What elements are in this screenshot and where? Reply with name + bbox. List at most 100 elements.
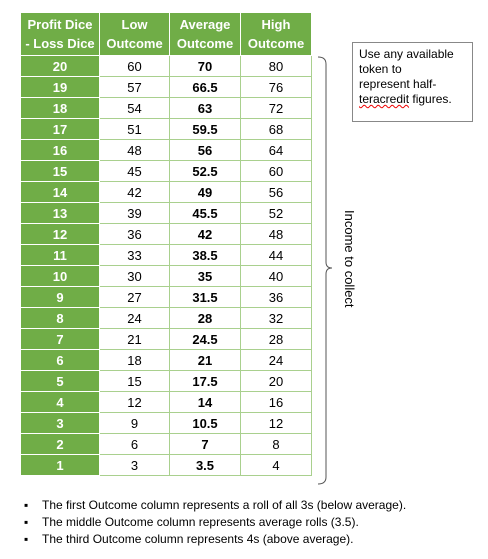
- table-cell: 3: [99, 454, 170, 476]
- table-cell: 16: [20, 139, 100, 161]
- table-cell: 30: [99, 265, 170, 287]
- note-line: represent half-: [359, 77, 437, 91]
- table-cell: 40: [240, 265, 312, 287]
- table-cell: 31.5: [169, 286, 241, 308]
- table-cell: 68: [240, 118, 312, 140]
- table-cell: 28: [169, 307, 241, 329]
- table-cell: 16: [240, 391, 312, 413]
- table-cell: 27: [99, 286, 170, 308]
- bracket: [317, 56, 333, 485]
- table-cell: 1: [20, 454, 100, 476]
- table-row: 19 57 66.5 76: [20, 76, 312, 98]
- table-cell: 17.5: [169, 370, 241, 392]
- table-cell: 80: [240, 55, 312, 77]
- table-row: 7 21 24.5 28: [20, 328, 312, 350]
- table-cell: 36: [99, 223, 170, 245]
- table-cell: 24: [99, 307, 170, 329]
- table-cell: 6: [99, 433, 170, 455]
- table-cell: 52: [240, 202, 312, 224]
- note-line: Use any available: [359, 47, 454, 61]
- column-header: Average Outcome: [169, 12, 241, 56]
- table-cell: 14: [20, 181, 100, 203]
- table-cell: 2: [20, 433, 100, 455]
- column-header: Profit Dice - Loss Dice: [20, 12, 100, 56]
- table-cell: 54: [99, 97, 170, 119]
- dice-table: Profit Dice - Loss Dice Low Outcome Average O…: [20, 12, 312, 476]
- header-line: Profit Dice: [27, 17, 93, 32]
- bullet-item: The middle Outcome column represents ave…: [24, 514, 406, 531]
- note-line: token to: [359, 62, 402, 76]
- table-cell: 11: [20, 244, 100, 266]
- column-header: Low Outcome: [99, 12, 170, 56]
- table-cell: 56: [240, 181, 312, 203]
- table-row: 8 24 28 32: [20, 307, 312, 329]
- table-row: 10 30 35 40: [20, 265, 312, 287]
- table-cell: 72: [240, 97, 312, 119]
- table-row: 20 60 70 80: [20, 55, 312, 77]
- table-row: 13 39 45.5 52: [20, 202, 312, 224]
- table-row: 15 45 52.5 60: [20, 160, 312, 182]
- table-cell: 39: [99, 202, 170, 224]
- table-cell: 17: [20, 118, 100, 140]
- table-row: 9 27 31.5 36: [20, 286, 312, 308]
- table-cell: 4: [240, 454, 312, 476]
- header-line: Outcome: [176, 36, 234, 51]
- misspelled-word: teracredit: [359, 92, 410, 106]
- table-row: 4 12 14 16: [20, 391, 312, 413]
- table-cell: 38.5: [169, 244, 241, 266]
- table-row: 18 54 63 72: [20, 97, 312, 119]
- table-row: 6 18 21 24: [20, 349, 312, 371]
- table-cell: 3.5: [169, 454, 241, 476]
- table-cell: 9: [99, 412, 170, 434]
- table-cell: 45: [99, 160, 170, 182]
- table-cell: 59.5: [169, 118, 241, 140]
- table-row: 11 33 38.5 44: [20, 244, 312, 266]
- table-cell: 8: [240, 433, 312, 455]
- table-cell: 8: [20, 307, 100, 329]
- table-cell: 13: [20, 202, 100, 224]
- table-cell: 12: [240, 412, 312, 434]
- table-cell: 57: [99, 76, 170, 98]
- table-cell: 49: [169, 181, 241, 203]
- header-line: Low: [121, 17, 148, 32]
- table-cell: 10.5: [169, 412, 241, 434]
- table-cell: 63: [169, 97, 241, 119]
- table-row: 16 48 56 64: [20, 139, 312, 161]
- table-cell: 18: [99, 349, 170, 371]
- table-cell: 10: [20, 265, 100, 287]
- table-cell: 24: [240, 349, 312, 371]
- table-cell: 20: [20, 55, 100, 77]
- header-line: Outcome: [106, 36, 163, 51]
- table-cell: 19: [20, 76, 100, 98]
- table-cell: 60: [240, 160, 312, 182]
- table-cell: 35: [169, 265, 241, 287]
- table-cell: 64: [240, 139, 312, 161]
- table-cell: 66.5: [169, 76, 241, 98]
- note-box: Use any available token to represent half-…: [352, 42, 473, 122]
- table-row: 5 15 17.5 20: [20, 370, 312, 392]
- table-cell: 42: [169, 223, 241, 245]
- table-cell: 3: [20, 412, 100, 434]
- table-cell: 14: [169, 391, 241, 413]
- table-cell: 76: [240, 76, 312, 98]
- table-row: 14 42 49 56: [20, 181, 312, 203]
- table-cell: 36: [240, 286, 312, 308]
- bullet-item: The third Outcome column represents 4s (…: [24, 531, 406, 548]
- bullet-list: The first Outcome column represents a ro…: [24, 497, 406, 548]
- table-cell: 24.5: [169, 328, 241, 350]
- table-cell: 6: [20, 349, 100, 371]
- table-row: 12 36 42 48: [20, 223, 312, 245]
- table-cell: 28: [240, 328, 312, 350]
- header-line: High: [261, 17, 291, 32]
- table-cell: 51: [99, 118, 170, 140]
- table-cell: 32: [240, 307, 312, 329]
- table-cell: 12: [20, 223, 100, 245]
- table-cell: 20: [240, 370, 312, 392]
- table-cell: 12: [99, 391, 170, 413]
- header-line: - Loss Dice: [25, 36, 95, 51]
- column-header: High Outcome: [240, 12, 312, 56]
- table-cell: 45.5: [169, 202, 241, 224]
- table-cell: 15: [99, 370, 170, 392]
